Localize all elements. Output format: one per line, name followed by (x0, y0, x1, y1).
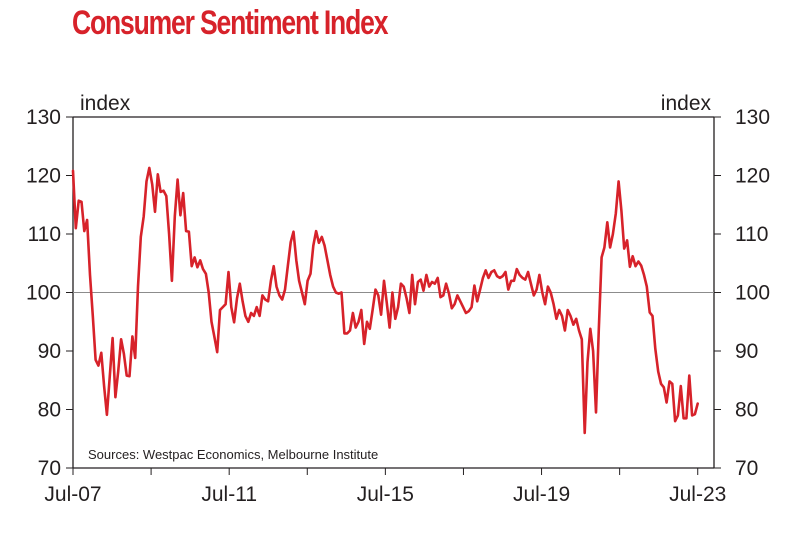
y-tick-label-left: 120 (26, 165, 61, 188)
y-tick-label-right: 110 (735, 223, 768, 246)
y-tick-label-right: 120 (735, 165, 770, 188)
y-tick-label-right: 70 (735, 457, 758, 480)
x-tick-label: Jul-11 (201, 483, 257, 506)
y-tick-label-right: 80 (735, 399, 758, 422)
x-tick-label: Jul-15 (357, 483, 414, 506)
x-tick-label: Jul-23 (669, 483, 726, 506)
series-line-consumer-sentiment (71, 166, 700, 435)
y-tick-label-left: 110 (28, 223, 61, 246)
y-tick-label-left: 90 (38, 340, 61, 363)
y-tick-label-right: 90 (735, 340, 758, 363)
y-tick-label-left: 70 (38, 457, 61, 480)
y-tick-label-right: 130 (735, 106, 770, 129)
source-annotation: Sources: Westpac Economics, Melbourne In… (88, 447, 378, 462)
y-axis-unit-left: index (80, 92, 131, 115)
x-tick-label: Jul-19 (513, 483, 570, 506)
y-tick-label-left: 130 (26, 106, 61, 129)
chart-title: Consumer Sentiment Index (72, 4, 388, 42)
axes: 70 80 90 100 110 120 130 70 80 90 100 110 120 130 Jul-… (26, 106, 770, 506)
y-axis-unit-right: index (661, 92, 712, 115)
x-tick-label: Jul-07 (44, 483, 101, 506)
y-tick-label-left: 100 (26, 282, 61, 305)
y-tick-label-left: 80 (38, 399, 61, 422)
y-tick-label-right: 100 (735, 282, 770, 305)
